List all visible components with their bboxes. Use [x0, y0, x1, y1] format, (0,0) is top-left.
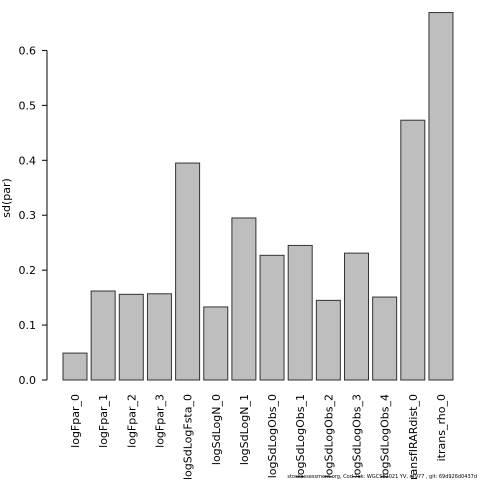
- bar: [259, 254, 285, 381]
- x-tick-label: logSdLogObs_2: [322, 394, 335, 478]
- footnote: stockassessment.org, Cod 7ek: WGCSE2021 …: [287, 474, 477, 480]
- x-tick-label: logFpar_0: [69, 394, 82, 448]
- bar: [175, 162, 201, 381]
- bar: [118, 293, 144, 381]
- y-tick-label: 0.6: [19, 44, 37, 57]
- x-tick-label: logFpar_2: [125, 394, 138, 448]
- y-tick-label: 0.1: [19, 319, 37, 332]
- y-tick-label: 0.3: [19, 209, 37, 222]
- x-tick-label: logSdLogObs_0: [266, 394, 279, 478]
- bar: [62, 352, 88, 381]
- bar: [287, 244, 313, 381]
- bar: [428, 12, 454, 381]
- x-tick-label: transfIRARdist_0: [407, 394, 420, 480]
- bar: [203, 306, 229, 381]
- bar: [372, 296, 398, 381]
- y-tick-label: 0.2: [19, 264, 37, 277]
- y-tick-label: 0.4: [19, 154, 37, 167]
- x-tick-label: logSdLogObs_1: [294, 394, 307, 478]
- bar: [315, 299, 341, 381]
- x-tick-label: logFpar_1: [97, 394, 110, 448]
- x-tick-label: logSdLogObs_3: [351, 394, 364, 478]
- bar: [400, 119, 426, 381]
- bar: [146, 293, 172, 381]
- bar: [90, 290, 116, 381]
- y-tick-label: 0.0: [19, 374, 37, 387]
- y-axis-label: sd(par): [0, 178, 13, 218]
- x-tick-label: logFpar_3: [153, 394, 166, 448]
- bar: [231, 217, 257, 381]
- x-tick-label: logSdLogObs_4: [379, 394, 392, 478]
- x-tick-label: itrans_rho_0: [435, 394, 448, 461]
- x-tick-label: logSdLogFsta_0: [182, 394, 195, 480]
- x-tick-label: logSdLogN_0: [210, 394, 223, 465]
- x-tick-label: logSdLogN_1: [238, 394, 251, 465]
- y-tick-label: 0.5: [19, 99, 37, 112]
- bar: [344, 252, 369, 381]
